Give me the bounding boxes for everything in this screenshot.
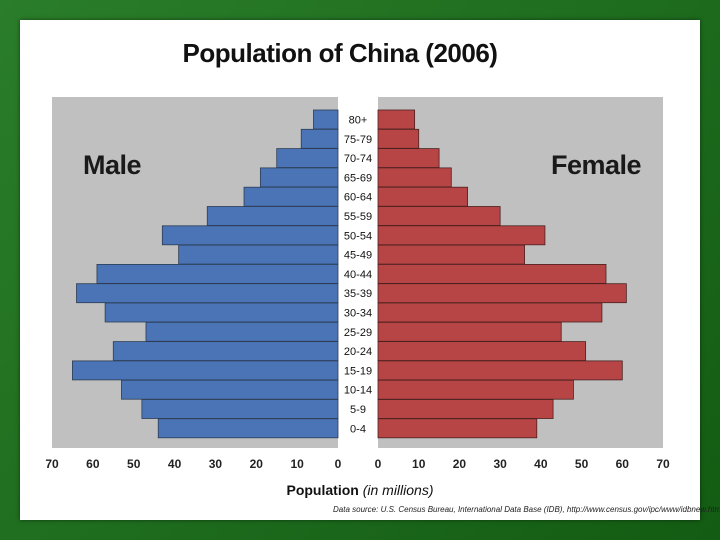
bar-male-40-44 [96, 263, 339, 284]
age-label-80+: 80+ [349, 115, 368, 127]
age-label-40-44: 40-44 [344, 269, 372, 281]
age-label-10-14: 10-14 [344, 385, 372, 397]
age-label-30-34: 30-34 [344, 308, 372, 320]
bar-female-70-74 [377, 148, 440, 169]
bar-male-55-59 [206, 206, 339, 226]
age-label-25-29: 25-29 [344, 327, 372, 339]
bar-male-5-9 [141, 399, 339, 419]
x-tick-female-10: 10 [412, 457, 426, 471]
bar-female-10-14 [377, 379, 574, 400]
bar-male-45-49 [178, 244, 339, 265]
bar-male-15-19 [72, 360, 339, 381]
bar-male-75-79 [300, 128, 339, 149]
x-tick-female-0: 0 [375, 457, 382, 471]
bar-female-45-49 [377, 244, 525, 265]
x-tick-male-70: 70 [45, 457, 59, 471]
x-tick-male-50: 50 [127, 457, 141, 471]
age-label-60-64: 60-64 [344, 192, 372, 204]
bar-male-50-54 [161, 225, 339, 246]
bar-female-80+ [377, 109, 416, 130]
bar-female-40-44 [377, 263, 607, 284]
age-label-0-4: 0-4 [350, 423, 366, 435]
bar-male-20-24 [112, 341, 339, 362]
x-tick-male-60: 60 [86, 457, 100, 471]
bar-male-60-64 [243, 186, 339, 207]
x-tick-male-10: 10 [290, 457, 304, 471]
age-label-55-59: 55-59 [344, 211, 372, 223]
data-source: Data source: U.S. Census Bureau, Interna… [333, 505, 720, 514]
x-tick-female-60: 60 [616, 457, 630, 471]
age-label-15-19: 15-19 [344, 365, 372, 377]
bar-female-25-29 [377, 321, 562, 342]
bar-female-55-59 [377, 206, 501, 226]
age-label-50-54: 50-54 [344, 230, 372, 242]
age-label-45-49: 45-49 [344, 250, 372, 262]
x-tick-female-40: 40 [534, 457, 548, 471]
bar-male-25-29 [145, 321, 339, 342]
legend-male: Male [83, 150, 142, 180]
x-axis-label-unit: (in millions) [362, 482, 434, 498]
bar-male-0-4 [157, 418, 339, 439]
bar-female-65-69 [377, 167, 452, 188]
age-label-70-74: 70-74 [344, 153, 372, 165]
bar-male-10-14 [121, 379, 339, 400]
bar-male-70-74 [276, 148, 339, 169]
age-label-75-79: 75-79 [344, 134, 372, 146]
bar-female-35-39 [377, 283, 627, 304]
bar-female-50-54 [377, 225, 546, 246]
legend-female: Female [551, 150, 642, 180]
x-tick-male-30: 30 [209, 457, 223, 471]
bar-male-30-34 [104, 302, 339, 323]
bar-female-15-19 [377, 360, 623, 381]
x-tick-female-50: 50 [575, 457, 589, 471]
age-label-5-9: 5-9 [350, 404, 366, 416]
bar-female-60-64 [377, 186, 468, 207]
x-tick-female-30: 30 [493, 457, 507, 471]
bar-male-65-69 [259, 167, 339, 188]
bar-female-75-79 [377, 128, 420, 149]
x-axis-label: Population (in millions) [0, 482, 720, 498]
bar-female-20-24 [377, 341, 587, 362]
x-tick-male-20: 20 [250, 457, 264, 471]
chart-title: Population of China (2006) [182, 38, 498, 68]
bar-female-5-9 [377, 399, 554, 419]
bar-male-80+ [313, 109, 339, 130]
age-label-35-39: 35-39 [344, 288, 372, 300]
age-label-65-69: 65-69 [344, 172, 372, 184]
x-tick-female-70: 70 [656, 457, 670, 471]
x-tick-male-40: 40 [168, 457, 182, 471]
x-tick-male-0: 0 [335, 457, 342, 471]
x-tick-female-20: 20 [453, 457, 467, 471]
x-axis-label-main: Population [286, 482, 359, 498]
age-label-20-24: 20-24 [344, 346, 372, 358]
bar-male-35-39 [76, 283, 339, 304]
bar-female-30-34 [377, 302, 603, 323]
bar-female-0-4 [377, 418, 538, 439]
